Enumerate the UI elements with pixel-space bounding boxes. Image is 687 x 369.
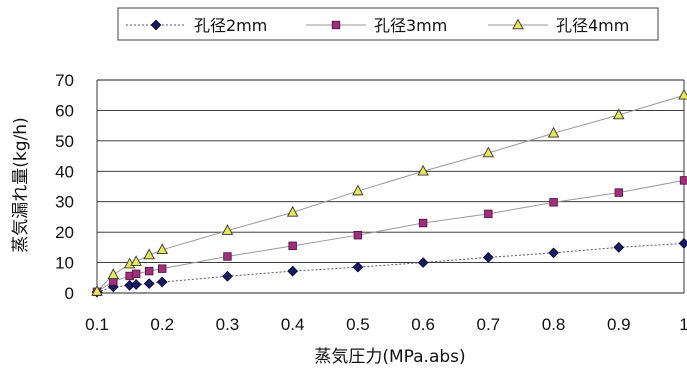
data-point-s0-8 [352, 261, 364, 273]
legend-label-2: 孔径4mm [556, 16, 629, 35]
legend-marker-0 [150, 19, 162, 31]
y-tick-label: 50 [55, 132, 74, 151]
x-axis-ticks: 0.1 0.2 0.3 0.4 0.5 0.6 0.7 0.8 0.9 1 [85, 315, 687, 334]
data-point-s1-5 [158, 264, 167, 273]
data-point-s0-11 [548, 247, 559, 259]
data-point-s1-11 [549, 198, 558, 207]
data-point-s2-11 [547, 126, 560, 138]
data-point-s1-8 [353, 230, 363, 240]
data-point-s2-13 [678, 88, 687, 100]
data-point-s0-13 [678, 238, 687, 249]
data-point-s0-3 [130, 279, 142, 290]
data-point-s1-10 [484, 209, 493, 219]
data-point-s2-9 [417, 164, 429, 176]
series-line-2 [96, 94, 685, 292]
data-point-s2-0 [91, 285, 103, 296]
data-point-s1-6 [223, 252, 232, 261]
data-point-s2-12 [613, 108, 625, 120]
data-point-s1-4 [144, 266, 154, 276]
data-point-s2-7 [286, 205, 299, 217]
data-point-s2-3 [130, 255, 142, 266]
data-point-s2-6 [221, 224, 234, 235]
data-point-s1-9 [418, 218, 428, 228]
y-tick-label: 70 [55, 71, 74, 90]
data-point-s0-9 [417, 257, 429, 268]
y-tick-label: 10 [55, 254, 74, 273]
legend-label-1: 孔径3mm [374, 16, 447, 35]
x-axis-title: 蒸気圧力(MPa.abs) [314, 347, 465, 367]
series-markers [91, 88, 687, 298]
x-tick-label: 0.1 [85, 315, 109, 334]
y-tick-label: 20 [55, 223, 74, 242]
gridlines [96, 79, 685, 294]
series-line-0 [96, 242, 685, 293]
x-tick-label: 0.4 [281, 315, 305, 334]
data-point-s1-3 [131, 269, 141, 279]
legend-marker-1 [331, 20, 341, 30]
y-tick-label: 0 [65, 284, 74, 303]
x-tick-label: 0.3 [216, 315, 240, 334]
data-point-s2-4 [143, 248, 155, 260]
data-point-s2-5 [156, 243, 168, 255]
y-tick-label: 30 [55, 193, 74, 212]
data-point-s2-8 [352, 184, 364, 196]
data-point-s0-6 [222, 270, 233, 282]
x-tick-label: 1 [679, 315, 687, 334]
data-point-s1-7 [288, 241, 297, 251]
legend: 孔径2mm 孔径3mm 孔径4mm [117, 7, 659, 41]
x-tick-label: 0.2 [150, 315, 174, 334]
x-tick-label: 0.5 [346, 315, 370, 334]
x-tick-label: 0.8 [542, 315, 566, 334]
series-line-1 [96, 179, 685, 293]
data-point-s0-12 [613, 241, 625, 253]
data-point-s2-1 [107, 268, 120, 279]
x-tick-label: 0.6 [411, 315, 435, 334]
legend-label-0: 孔径2mm [194, 16, 267, 35]
data-point-s1-12 [614, 188, 623, 197]
data-point-s2-10 [482, 146, 495, 158]
data-point-s0-4 [143, 278, 155, 289]
data-point-s0-5 [156, 276, 168, 288]
data-point-s0-7 [287, 265, 299, 277]
y-tick-label: 60 [55, 101, 74, 120]
y-axis-title: 蒸気漏れ量(kg/h) [11, 117, 31, 252]
legend-marker-2 [512, 18, 524, 30]
data-point-s0-10 [482, 252, 494, 263]
x-tick-label: 0.9 [607, 315, 631, 334]
x-tick-label: 0.7 [477, 315, 501, 334]
legend-box [117, 7, 659, 41]
y-tick-label: 40 [55, 162, 74, 181]
y-axis-ticks: 0 10 20 30 40 50 60 70 [55, 71, 74, 303]
data-point-s1-13 [679, 176, 687, 185]
